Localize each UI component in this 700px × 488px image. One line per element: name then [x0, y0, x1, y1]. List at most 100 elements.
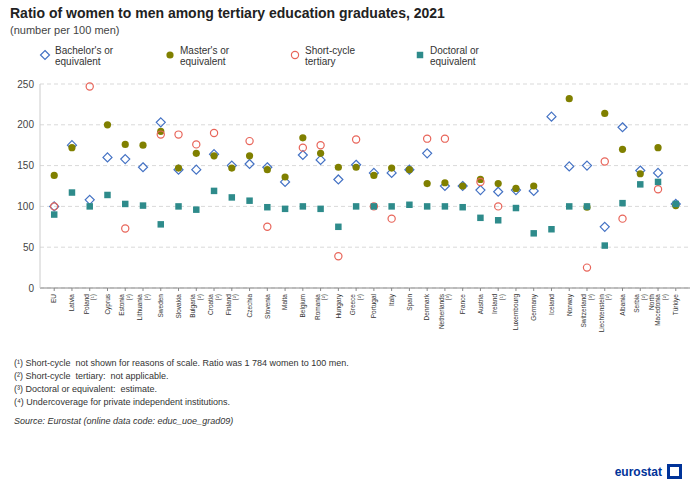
legend-label-line: tertiary	[305, 56, 336, 67]
x-tick	[640, 288, 641, 291]
x-tick	[178, 288, 179, 291]
x-tick	[515, 288, 516, 291]
x-tick-label-line: Hungary	[335, 293, 343, 318]
x-tick-label: Türkiye	[672, 294, 680, 316]
x-tick-label-line: (²)	[125, 294, 133, 301]
legend-label: Master's orequivalent	[180, 45, 230, 67]
point	[530, 230, 536, 236]
x-tick-label: Poland(¹)	[83, 294, 98, 315]
point	[405, 165, 414, 174]
x-tick-label: Luxembourg	[512, 294, 520, 331]
x-tick	[604, 288, 605, 291]
point	[335, 224, 341, 230]
x-tick-label-line: Slovakia	[175, 294, 182, 319]
x-tick-label-line: France	[459, 294, 466, 315]
legend-label-line: equivalent	[55, 56, 101, 67]
point	[600, 222, 609, 231]
point	[530, 182, 537, 189]
series	[51, 179, 679, 249]
y-tick-label: 200	[17, 119, 34, 130]
x-tick-label: France	[459, 294, 466, 315]
x-tick-label-line: Austria	[477, 294, 484, 315]
legend-label-line: Short-cycle	[305, 45, 355, 56]
x-tick	[675, 288, 676, 291]
x-tick-label-line: EU	[50, 294, 57, 303]
x-tick	[391, 288, 392, 291]
legend: Bachelor's orequivalentMaster's orequiva…	[41, 45, 480, 67]
x-tick-label: Slovenia	[264, 294, 271, 319]
point	[477, 178, 484, 185]
point	[353, 136, 360, 143]
logo-text: eurostat	[615, 465, 662, 479]
legend-label-line: Master's or	[180, 45, 230, 56]
point	[353, 203, 359, 209]
point	[192, 165, 201, 174]
point	[317, 150, 324, 157]
x-tick-label-line: (²)	[604, 294, 612, 301]
point	[317, 142, 324, 149]
x-tick	[658, 288, 659, 291]
point	[583, 204, 590, 211]
series	[51, 95, 680, 211]
x-tick-label: Estonia(²)	[118, 294, 133, 316]
point	[582, 161, 591, 170]
point	[601, 158, 608, 165]
x-tick	[267, 288, 268, 291]
point	[424, 180, 431, 187]
point	[51, 172, 58, 179]
x-tick-label: Latvia	[68, 294, 75, 312]
x-tick-label-line: Türkiye	[672, 294, 680, 316]
x-tick-label: Greece(²)	[349, 294, 364, 316]
x-tick-label: Iceland	[548, 294, 555, 315]
x-tick-label-line: (²)	[231, 294, 239, 301]
point	[174, 165, 183, 174]
legend-label-line: Doctoral or	[430, 45, 480, 56]
grid-line	[40, 247, 690, 248]
x-tick	[551, 288, 552, 291]
point	[619, 200, 625, 206]
x-tick-label: Austria	[477, 294, 484, 315]
legend-marker	[291, 51, 298, 58]
point	[69, 189, 75, 195]
marks	[50, 83, 681, 271]
x-tick-label: Malta	[281, 294, 288, 310]
point	[566, 95, 573, 102]
point	[317, 206, 323, 212]
x-tick	[71, 288, 72, 291]
point	[441, 135, 448, 142]
point	[602, 242, 608, 248]
x-tick	[285, 288, 286, 291]
point	[584, 203, 590, 209]
point	[619, 215, 626, 222]
point	[103, 153, 112, 162]
x-tick	[622, 288, 623, 291]
point	[637, 170, 644, 177]
x-tick-label-line: Belgium	[299, 294, 307, 317]
x-tick	[569, 288, 570, 291]
y-tick-label: 100	[17, 201, 34, 212]
point	[246, 152, 253, 159]
x-tick-label: Ireland(¹)	[491, 294, 506, 314]
point	[210, 152, 217, 159]
point	[228, 164, 235, 171]
legend-label-line: equivalent	[180, 56, 226, 67]
x-tick-label-line: Cyprus	[104, 293, 112, 314]
x-tick-label-line: Norway	[566, 293, 574, 316]
grid	[40, 84, 690, 288]
x-tick	[249, 288, 250, 291]
x-tick-label-line: (²)	[196, 294, 204, 301]
y-tick-label: 50	[23, 242, 35, 253]
x-tick-label: Italy	[388, 293, 396, 306]
series	[50, 112, 681, 231]
point	[388, 164, 395, 171]
x-tick-label-line: (²)	[661, 294, 669, 301]
x-tick-label: Liechtenstein(²)	[598, 294, 613, 333]
x-tick-label: Serbia(²)	[633, 294, 648, 313]
x-tick-label: Finland(²)	[225, 294, 240, 316]
point	[371, 203, 377, 209]
x-tick-label-line: Denmark	[423, 293, 430, 320]
point	[175, 131, 182, 138]
x-tick-label: Czechia	[246, 294, 253, 318]
y-tick-label: 0	[28, 283, 34, 294]
x-tick-label-line: (³)	[444, 294, 452, 301]
